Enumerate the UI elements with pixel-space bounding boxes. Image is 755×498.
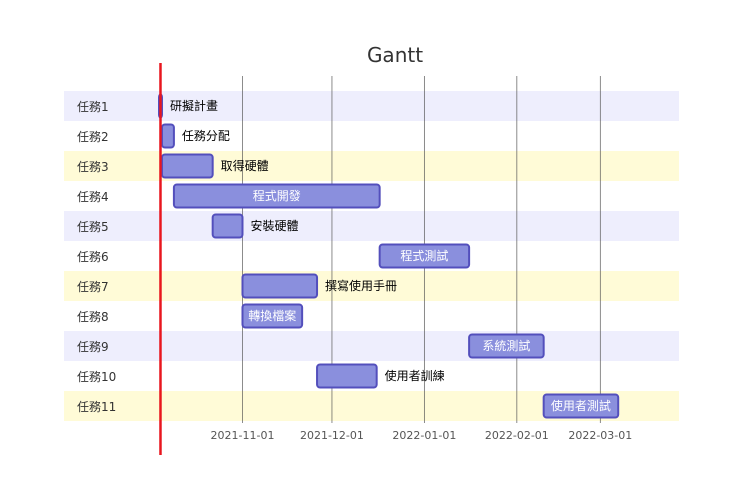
task-row-label: 任務10 xyxy=(77,370,116,384)
task-bar-label: 使用者測試 xyxy=(551,398,611,413)
task-row-label: 任務11 xyxy=(77,400,116,414)
x-tick-label: 2022-03-01 xyxy=(568,429,632,442)
row-band xyxy=(64,211,679,241)
chart-title: Gantt xyxy=(367,43,423,67)
task-bar-label: 取得硬體 xyxy=(221,158,269,173)
task-bar-label: 轉換檔案 xyxy=(248,308,296,323)
x-tick-label: 2021-12-01 xyxy=(300,429,364,442)
row-band xyxy=(64,271,679,301)
row-band xyxy=(64,241,679,271)
x-tick-label: 2022-02-01 xyxy=(485,429,549,442)
task-row-label: 任務7 xyxy=(77,280,109,294)
task-bar xyxy=(316,363,378,389)
task-bar xyxy=(241,303,304,329)
task-bar-label: 系統測試 xyxy=(482,338,530,353)
task-row-label: 任務2 xyxy=(77,130,109,144)
task-bar xyxy=(160,123,175,149)
task-bar-label: 撰寫使用手冊 xyxy=(325,278,397,293)
task-row-label: 任務1 xyxy=(77,100,109,114)
task-bar xyxy=(542,393,620,419)
task-row-label: 任務3 xyxy=(77,160,109,174)
task-bar xyxy=(241,273,319,299)
task-row-label: 任務5 xyxy=(77,220,109,234)
task-bar xyxy=(468,333,545,359)
task-bar-label: 安裝硬體 xyxy=(250,218,298,233)
row-band xyxy=(64,151,679,181)
task-bar-label: 任務分配 xyxy=(182,129,230,143)
task-row-label: 任務8 xyxy=(77,310,109,324)
x-tick-label: 2022-01-01 xyxy=(392,429,456,442)
task-bar xyxy=(160,153,214,179)
task-bar xyxy=(211,213,244,239)
task-bar-label: 程式開發 xyxy=(253,188,301,203)
x-tick-label: 2021-11-01 xyxy=(211,429,275,442)
row-band xyxy=(64,91,679,121)
task-bar-label: 研擬計畫 xyxy=(170,98,218,113)
task-row-label: 任務6 xyxy=(77,250,109,264)
task-bar xyxy=(378,243,471,269)
x-axis-ticks: 2021-11-01 2021-12-01 2022-01-01 2022-02-01… xyxy=(211,429,633,442)
task-bar-label: 程式測試 xyxy=(400,248,448,263)
task-row-label: 任務9 xyxy=(77,340,109,354)
task-bars: 研擬計畫任務分配取得硬體程式開發安裝硬體程式測試撰寫使用手冊轉換檔案系統測試使用… xyxy=(158,93,620,419)
row-band xyxy=(64,331,679,361)
task-labels: 任務1 任務2 任務3 任務4 任務5 任務6 任務7 任務8 任務9 任務10 任務11 xyxy=(77,100,116,414)
row-band xyxy=(64,301,679,331)
task-bar xyxy=(172,183,381,209)
task-row-label: 任務4 xyxy=(77,190,109,204)
row-band xyxy=(64,121,679,151)
task-bar-label: 使用者訓練 xyxy=(385,368,445,383)
